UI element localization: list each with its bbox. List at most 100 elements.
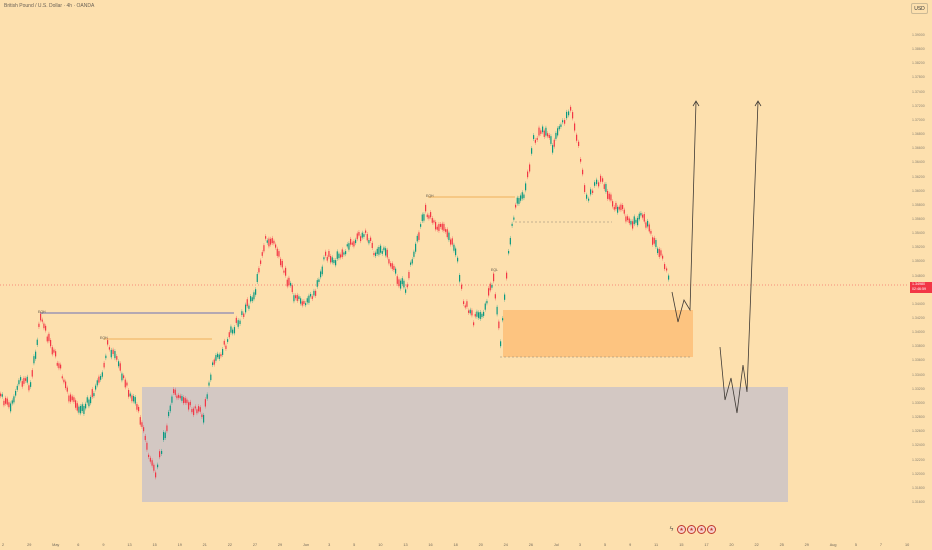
candle-body: [650, 230, 652, 234]
candle-body: [3, 400, 5, 406]
candle-body: [516, 197, 518, 204]
projection-path-2[interactable]: [719, 101, 759, 414]
candle-body: [603, 184, 605, 189]
price-tick: 1.36000: [912, 188, 925, 193]
candle-body: [48, 333, 50, 342]
eqh-mid-label: EQH: [100, 336, 108, 340]
candle-body: [105, 355, 107, 359]
candle-body: [552, 145, 554, 153]
time-axis[interactable]: 2 29 May 6 9 13 15 19 21 22 27 29 Jun 3 5 10 13 16 18 20 24 2…: [0, 536, 910, 550]
candle-body: [570, 106, 572, 111]
price-axis[interactable]: 1.39000 1.38600 1.38200 1.37800 1.37400 1.372…: [908, 0, 932, 536]
price-tick: 1.35200: [912, 245, 925, 250]
candle-body: [471, 310, 473, 316]
candle-body: [176, 395, 178, 399]
candle-body: [83, 406, 85, 414]
date-label: 3: [328, 543, 331, 547]
candle-body: [184, 398, 186, 403]
candle-body: [474, 314, 476, 317]
candle-body: [500, 341, 502, 347]
candle-body: [101, 372, 103, 377]
candle-body: [173, 389, 175, 394]
candle-body: [635, 219, 637, 223]
candle-body: [398, 279, 400, 287]
candle-body: [8, 402, 10, 408]
candle-body: [301, 301, 303, 306]
candle-body: [151, 460, 153, 466]
candle-body: [188, 402, 190, 410]
candle-body: [336, 251, 338, 259]
candle-body: [243, 313, 245, 317]
price-tick: 1.37800: [912, 75, 925, 80]
candle-body: [131, 395, 133, 402]
price-tick: 1.34800: [912, 273, 925, 278]
candle-body: [183, 397, 185, 404]
date-label: 16: [428, 543, 433, 547]
demand-zone[interactable]: [503, 310, 693, 357]
candle-body: [18, 380, 20, 385]
candle-body: [491, 284, 493, 288]
candle-body: [179, 395, 181, 399]
date-label: 15: [152, 543, 157, 547]
candle-body: [174, 389, 176, 395]
candle-body: [85, 403, 87, 409]
candle-body: [545, 127, 547, 136]
symbol-title[interactable]: British Pound / U.S. Dollar · 4h · OANDA: [4, 3, 95, 9]
candle-body: [81, 404, 83, 412]
candle-body: [189, 401, 191, 406]
candle-body: [378, 247, 380, 255]
candle-body: [258, 268, 260, 273]
candle-body: [550, 136, 552, 144]
price-chart-svg[interactable]: [0, 0, 908, 536]
flag-us-icon[interactable]: ★: [707, 525, 716, 534]
candle-body: [164, 432, 166, 438]
candle-body: [126, 382, 128, 386]
candle-body: [25, 378, 27, 381]
candle-body: [270, 238, 272, 245]
candle-body: [627, 216, 629, 221]
candle-body: [90, 396, 92, 404]
chart-area[interactable]: British Pound / U.S. Dollar · 4h · OANDA…: [0, 0, 908, 536]
flag-us-icon[interactable]: ★: [677, 525, 686, 534]
price-tick: 1.32400: [912, 443, 925, 448]
candle-body: [527, 171, 529, 178]
flash-icon[interactable]: ϟ: [669, 526, 674, 533]
candle-body: [405, 289, 407, 293]
candle-body: [233, 327, 236, 334]
date-label: 10: [905, 543, 910, 547]
candle-body: [253, 292, 255, 300]
candle-body: [483, 311, 485, 316]
candle-body: [153, 464, 155, 471]
candle-body: [103, 362, 105, 368]
price-tick: 1.36200: [912, 174, 925, 179]
candle-body: [461, 284, 463, 289]
candle-body: [607, 190, 609, 199]
candle-body: [222, 349, 224, 355]
support-zone[interactable]: [142, 387, 788, 502]
candle-body: [218, 354, 220, 359]
candle-body: [20, 377, 22, 381]
flag-us-icon[interactable]: ★: [687, 525, 696, 534]
date-label: 10: [378, 543, 383, 547]
candle-body: [388, 259, 390, 264]
candle-body: [100, 375, 102, 380]
candle-body: [239, 320, 241, 325]
candle-body: [241, 311, 243, 316]
date-label: May: [52, 543, 60, 547]
candle-body: [356, 233, 358, 240]
candle-body: [375, 252, 377, 257]
candle-body: [310, 293, 312, 297]
candle-body: [413, 251, 415, 257]
candle-body: [643, 214, 645, 222]
candle-body: [136, 404, 138, 410]
date-label: 15: [679, 543, 684, 547]
candle-body: [431, 217, 433, 223]
candle-body: [204, 399, 206, 407]
price-tick: 1.31800: [912, 485, 925, 490]
candle-body: [632, 221, 634, 229]
currency-button[interactable]: USD: [911, 3, 928, 14]
candle-body: [256, 274, 258, 282]
price-tick: 1.38600: [912, 47, 925, 52]
flag-us-icon[interactable]: ★: [697, 525, 706, 534]
projection-path-1[interactable]: [671, 101, 697, 323]
